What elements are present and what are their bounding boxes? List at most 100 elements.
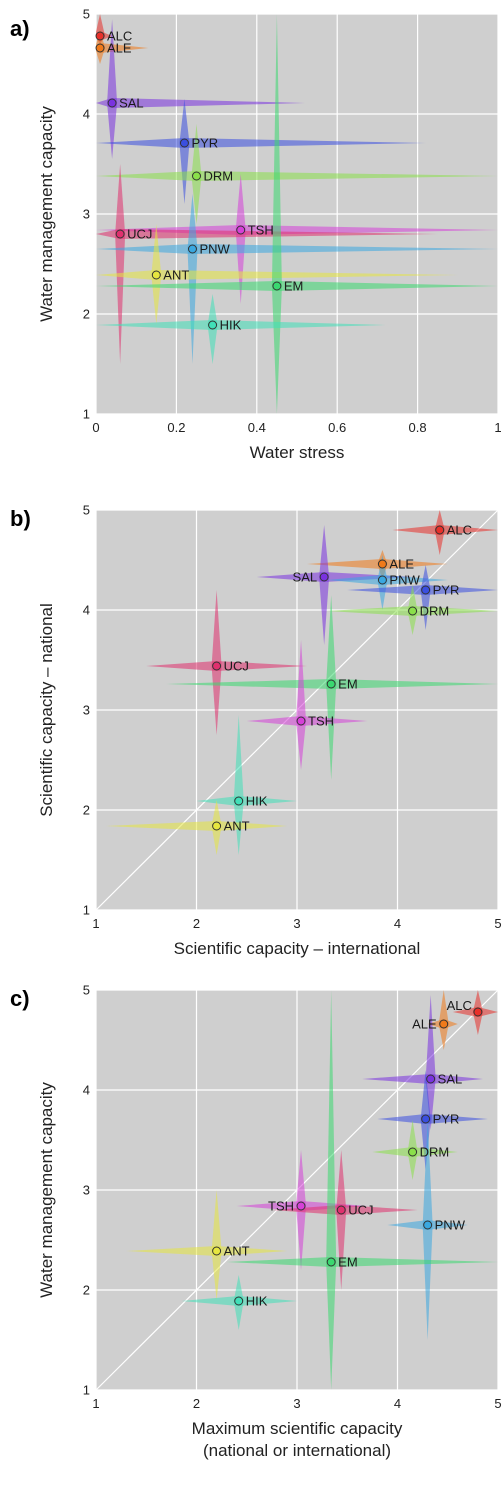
range-horizontal-ale xyxy=(96,43,149,53)
point-ucj xyxy=(115,229,125,239)
x-axis-label: Scientific capacity – international xyxy=(174,939,421,958)
y-tick-label: 3 xyxy=(83,1183,90,1198)
range-horizontal-hik xyxy=(196,796,297,806)
y-tick-label: 4 xyxy=(83,107,90,122)
x-tick-label: 0.8 xyxy=(409,420,427,435)
point-ale xyxy=(439,1019,449,1029)
x-tick-label: 4 xyxy=(394,916,401,931)
x-tick-label: 1 xyxy=(494,420,501,435)
y-tick-label: 1 xyxy=(83,1383,90,1398)
point-ucj xyxy=(212,661,222,671)
point-label-ale: ALE xyxy=(107,41,132,56)
point-label-em: EM xyxy=(284,279,304,294)
point-em xyxy=(326,679,336,689)
x-axis-label-line2: (national or international) xyxy=(203,1441,391,1460)
point-label-em: EM xyxy=(338,677,358,692)
point-label-hik: HIK xyxy=(220,318,242,333)
point-label-tsh: TSH xyxy=(268,1199,294,1214)
point-label-drm: DRM xyxy=(204,169,234,184)
point-drm xyxy=(408,606,418,616)
point-sal xyxy=(426,1074,436,1084)
y-tick-label: 2 xyxy=(83,803,90,818)
x-tick-label: 4 xyxy=(394,1396,401,1411)
range-horizontal-hik xyxy=(96,320,386,330)
point-label-sal: SAL xyxy=(293,570,318,585)
point-label-pnw: PNW xyxy=(435,1218,466,1233)
range-horizontal-ant xyxy=(106,821,287,831)
point-tsh xyxy=(296,1201,306,1211)
point-label-alc: ALC xyxy=(447,523,472,538)
point-em xyxy=(326,1257,336,1267)
point-pnw xyxy=(187,244,197,254)
point-tsh xyxy=(236,225,246,235)
x-tick-label: 0.4 xyxy=(248,420,266,435)
point-label-sal: SAL xyxy=(438,1072,463,1087)
point-label-hik: HIK xyxy=(246,1294,268,1309)
x-axis-label: Maximum scientific capacity xyxy=(192,1419,403,1438)
y-tick-label: 1 xyxy=(83,903,90,918)
x-tick-label: 3 xyxy=(293,1396,300,1411)
panel-letter: a) xyxy=(10,16,30,41)
range-vertical-ucj xyxy=(336,1150,347,1290)
point-pnw xyxy=(423,1220,433,1230)
range-horizontal-em xyxy=(96,281,498,291)
point-label-pyr: PYR xyxy=(433,583,460,598)
point-ale xyxy=(377,559,387,569)
range-horizontal-ale xyxy=(307,559,448,569)
x-tick-label: 2 xyxy=(193,1396,200,1411)
y-tick-label: 2 xyxy=(83,1283,90,1298)
point-label-pnw: PNW xyxy=(199,242,230,257)
range-vertical-sal xyxy=(319,525,330,645)
range-horizontal-pyr xyxy=(96,138,426,148)
point-label-tsh: TSH xyxy=(308,714,334,729)
point-tsh xyxy=(296,716,306,726)
y-tick-label: 4 xyxy=(83,1083,90,1098)
range-vertical-tsh xyxy=(296,640,307,770)
point-label-ant: ANT xyxy=(224,1244,250,1259)
point-ucj xyxy=(336,1205,346,1215)
point-label-ucj: UCJ xyxy=(127,227,152,242)
point-label-alc: ALC xyxy=(447,998,472,1013)
point-pnw xyxy=(377,575,387,585)
point-label-ale: ALE xyxy=(389,557,414,572)
panel-letter: b) xyxy=(10,506,31,531)
x-tick-label: 0.2 xyxy=(167,420,185,435)
point-label-ucj: UCJ xyxy=(224,659,249,674)
x-tick-label: 2 xyxy=(193,916,200,931)
x-tick-label: 3 xyxy=(293,916,300,931)
range-horizontal-ant xyxy=(126,1246,287,1256)
point-pyr xyxy=(421,1114,431,1124)
point-ant xyxy=(212,1246,222,1256)
y-tick-label: 3 xyxy=(83,207,90,222)
range-vertical-em xyxy=(271,14,282,414)
point-ale xyxy=(95,43,105,53)
y-tick-label: 1 xyxy=(83,407,90,422)
y-tick-label: 4 xyxy=(83,603,90,618)
range-horizontal-ucj xyxy=(146,661,308,671)
range-vertical-sal xyxy=(107,19,118,159)
point-alc xyxy=(473,1007,483,1017)
point-drm xyxy=(192,171,201,181)
range-horizontal-ucj xyxy=(96,229,438,239)
point-label-alc: ALC xyxy=(107,29,132,44)
y-tick-label: 5 xyxy=(83,503,90,518)
y-tick-label: 2 xyxy=(83,307,90,322)
panel-3: ALC ALE SAL PYR DRM TSH UCJ PNW ANT EM HIK 1 2 3 4 5 1 2 3… xyxy=(10,983,502,1461)
range-horizontal-sal xyxy=(256,572,413,582)
point-drm xyxy=(408,1147,418,1157)
range-vertical-ant xyxy=(211,1190,222,1300)
point-sal xyxy=(107,98,117,108)
point-label-pnw: PNW xyxy=(389,573,420,588)
point-hik xyxy=(234,796,244,806)
y-axis-label: Water management capacity xyxy=(37,106,56,322)
point-hik xyxy=(234,1296,244,1306)
point-label-tsh: TSH xyxy=(248,223,274,238)
point-label-pyr: PYR xyxy=(433,1112,460,1127)
range-vertical-hik xyxy=(233,715,244,855)
x-tick-label: 1 xyxy=(92,1396,99,1411)
point-label-hik: HIK xyxy=(246,794,268,809)
range-vertical-pyr xyxy=(179,99,190,204)
panel-letter: c) xyxy=(10,986,30,1011)
